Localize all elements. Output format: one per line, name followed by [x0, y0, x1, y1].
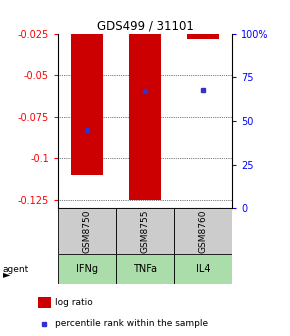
Text: GSM8755: GSM8755	[140, 209, 150, 253]
Bar	[71, 34, 103, 175]
Text: IL4: IL4	[196, 264, 210, 274]
Bar	[129, 34, 161, 200]
Text: TNFa: TNFa	[133, 264, 157, 274]
Title: GDS499 / 31101: GDS499 / 31101	[97, 19, 193, 33]
Bar	[174, 208, 232, 254]
Text: ►: ►	[3, 269, 10, 280]
Text: GSM8750: GSM8750	[82, 209, 92, 253]
Bar	[116, 208, 174, 254]
Bar	[174, 254, 232, 284]
Bar	[58, 254, 116, 284]
Bar	[187, 34, 219, 39]
Bar	[116, 254, 174, 284]
Text: log ratio: log ratio	[55, 298, 93, 307]
Text: GSM8760: GSM8760	[198, 209, 208, 253]
Text: IFNg: IFNg	[76, 264, 98, 274]
Text: agent: agent	[3, 265, 29, 274]
Bar	[38, 297, 51, 308]
Bar	[58, 208, 116, 254]
Text: percentile rank within the sample: percentile rank within the sample	[55, 319, 208, 328]
